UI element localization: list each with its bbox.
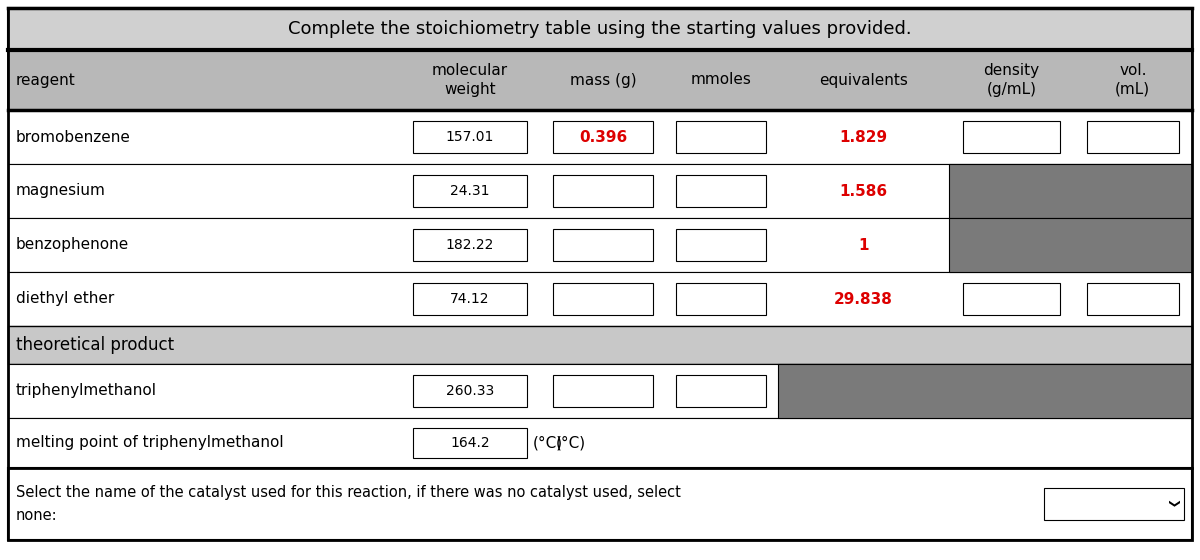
Text: melting point of triphenylmethanol: melting point of triphenylmethanol xyxy=(16,436,283,450)
Bar xyxy=(8,418,1192,468)
Text: 260.33: 260.33 xyxy=(445,384,494,398)
Text: ❯: ❯ xyxy=(1166,500,1177,508)
Bar xyxy=(553,175,653,207)
Bar xyxy=(553,283,653,315)
Bar xyxy=(553,122,653,153)
Bar xyxy=(8,468,1192,540)
Text: 164.2: 164.2 xyxy=(450,436,490,450)
Text: density
(g/mL): density (g/mL) xyxy=(983,63,1039,97)
Text: benzophenone: benzophenone xyxy=(16,237,130,253)
Bar xyxy=(949,218,1192,272)
Text: mmoles: mmoles xyxy=(691,72,751,87)
Bar xyxy=(778,364,1192,418)
Bar xyxy=(677,283,767,315)
Text: 1: 1 xyxy=(858,237,869,253)
Bar xyxy=(8,218,1192,272)
Text: Select the name of the catalyst used for this reaction, if there was no catalyst: Select the name of the catalyst used for… xyxy=(16,486,680,522)
Bar xyxy=(1087,283,1178,315)
Text: (°C): (°C) xyxy=(556,436,586,450)
Text: 29.838: 29.838 xyxy=(834,292,893,306)
Text: equivalents: equivalents xyxy=(820,72,908,87)
Bar xyxy=(8,50,1192,110)
Bar xyxy=(553,375,653,407)
Bar xyxy=(677,122,767,153)
Bar xyxy=(1087,122,1178,153)
Bar xyxy=(413,283,527,315)
Bar xyxy=(8,272,1192,326)
Text: bromobenzene: bromobenzene xyxy=(16,129,131,144)
Bar xyxy=(413,375,527,407)
Text: 24.31: 24.31 xyxy=(450,184,490,198)
Bar xyxy=(413,428,527,458)
Bar xyxy=(413,122,527,153)
Bar xyxy=(8,110,1192,164)
Bar xyxy=(8,364,1192,418)
Bar xyxy=(962,122,1060,153)
Bar xyxy=(1044,488,1184,520)
Bar xyxy=(949,164,1192,218)
Bar xyxy=(677,375,767,407)
Text: Complete the stoichiometry table using the starting values provided.: Complete the stoichiometry table using t… xyxy=(288,20,912,38)
Text: (°C): (°C) xyxy=(533,436,563,450)
Text: magnesium: magnesium xyxy=(16,184,106,198)
Text: diethyl ether: diethyl ether xyxy=(16,292,114,306)
Bar xyxy=(677,175,767,207)
Text: 182.22: 182.22 xyxy=(445,238,494,252)
Text: 157.01: 157.01 xyxy=(445,130,494,144)
Text: theoretical product: theoretical product xyxy=(16,336,174,354)
Text: vol.
(mL): vol. (mL) xyxy=(1115,63,1151,97)
Bar xyxy=(677,230,767,260)
Text: molecular
weight: molecular weight xyxy=(432,63,508,97)
Text: mass (g): mass (g) xyxy=(570,72,636,87)
Bar xyxy=(8,8,1192,50)
Text: 0.396: 0.396 xyxy=(578,129,628,144)
Text: 1.829: 1.829 xyxy=(839,129,888,144)
Bar xyxy=(413,175,527,207)
Text: 74.12: 74.12 xyxy=(450,292,490,306)
Text: reagent: reagent xyxy=(16,72,76,87)
Bar xyxy=(8,326,1192,364)
Text: 1.586: 1.586 xyxy=(839,184,888,198)
Bar xyxy=(8,164,1192,218)
Bar xyxy=(413,230,527,260)
Bar xyxy=(962,283,1060,315)
Text: triphenylmethanol: triphenylmethanol xyxy=(16,384,157,399)
Bar xyxy=(553,230,653,260)
